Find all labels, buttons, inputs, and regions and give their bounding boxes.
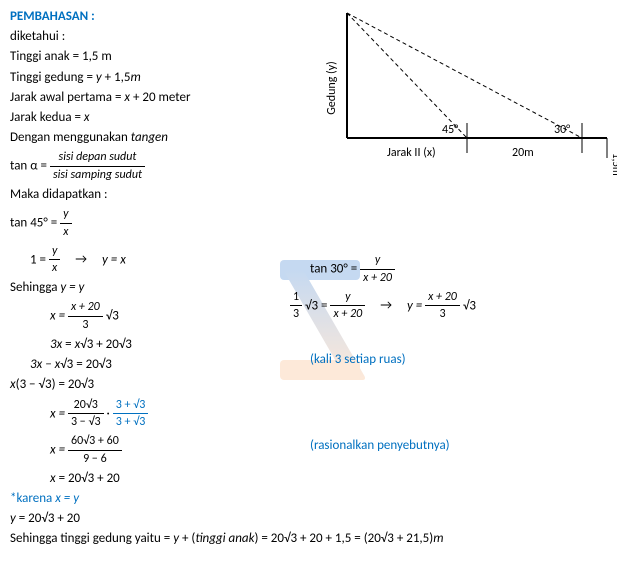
final: Sehingga tinggi gedung yaitu = y + (ting… bbox=[10, 530, 617, 548]
eq-x5: x = 20√33 − √3 · 3 + √33 + √3 bbox=[50, 397, 617, 432]
eq-x1: x = x + 203 √3 bbox=[50, 299, 617, 334]
known-label: diketahui : bbox=[10, 28, 617, 46]
given-1: Tinggi anak = 1,5 m bbox=[10, 48, 617, 66]
karena: *karena x = y bbox=[10, 490, 617, 508]
eq-tan45-lhs: tan 45° = bbox=[10, 216, 57, 231]
given-5: Dengan menggunakan tangen bbox=[10, 129, 617, 147]
given-4: Jarak kedua = x bbox=[10, 109, 617, 127]
title: PEMBAHASAN : bbox=[10, 8, 617, 26]
sehingga: Sehingga y = y bbox=[10, 279, 617, 297]
eq-x4: x(3 − √3) = 20√3 bbox=[10, 376, 617, 394]
eq-x2: 3x = x√3 + 20√3 bbox=[50, 336, 617, 354]
eq-tan45: tan 45° = yx bbox=[10, 206, 617, 241]
maka: Maka didapatkan : bbox=[10, 186, 617, 204]
tan-def: tan α = sisi depan sudut sisi samping su… bbox=[10, 149, 617, 184]
main-content: PEMBAHASAN : diketahui : Tinggi anak = 1… bbox=[10, 8, 617, 549]
given-3: Jarak awal pertama = x + 20 meter bbox=[10, 89, 617, 107]
eq-y: y = 20√3 + 20 bbox=[10, 510, 617, 528]
tan-den: sisi samping sudut bbox=[50, 167, 145, 184]
tan-num: sisi depan sudut bbox=[50, 149, 145, 167]
eq-x7: x = 20√3 + 20 bbox=[50, 470, 617, 488]
tan-lhs: tan α = bbox=[10, 159, 47, 174]
eq-x6: x = 60√3 + 609 − 6 bbox=[50, 433, 617, 468]
eq-x3: 3x − x√3 = 20√3 bbox=[30, 356, 617, 374]
eq-1eq: 1 = yx → y = x bbox=[30, 243, 617, 278]
given-2: Tinggi gedung = y + 1,5m bbox=[10, 69, 617, 87]
